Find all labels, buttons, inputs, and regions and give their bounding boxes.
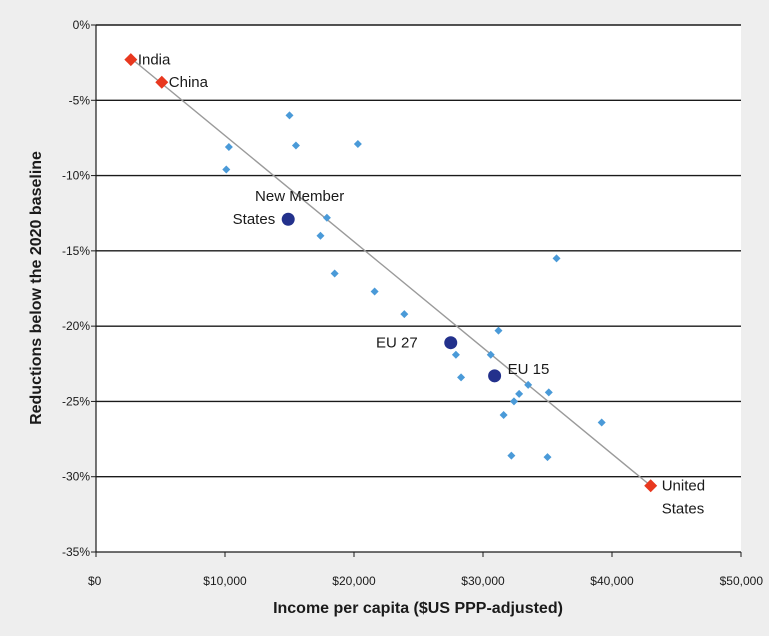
data-point: [316, 231, 325, 240]
data-point: [285, 111, 294, 120]
data-point: [353, 139, 362, 148]
data-point: [494, 326, 503, 335]
point-labels: New Member States EU 27 EU 15 India China Unit…: [138, 52, 705, 518]
gridlines: [96, 24, 741, 478]
trend-line-layer: [130, 57, 652, 487]
aggregate-point: [444, 336, 458, 350]
x-tick-label: $0: [88, 574, 102, 588]
point-label: EU 15: [508, 361, 550, 378]
data-point: [507, 451, 516, 460]
x-tick-label: $10,000: [203, 574, 247, 588]
highlighted-point: [155, 75, 169, 89]
x-tick-label: $20,000: [332, 574, 376, 588]
data-point: [224, 142, 233, 151]
data-point: [509, 397, 518, 406]
data-point: [597, 418, 606, 427]
data-point: [222, 165, 231, 174]
y-tick-label: -5%: [69, 93, 91, 107]
data-point: [543, 453, 552, 462]
data-point: [486, 350, 495, 359]
x-tick-label: $50,000: [720, 574, 764, 588]
y-tick-label: -15%: [62, 244, 90, 258]
data-point: [330, 269, 339, 278]
data-point: [400, 310, 409, 319]
data-point: [370, 287, 379, 296]
x-tick-label: $30,000: [461, 574, 505, 588]
data-point: [322, 213, 331, 222]
plot-area: [96, 25, 741, 552]
aggregate-point: [281, 212, 295, 226]
data-point: [451, 350, 460, 359]
x-axis-title: Income per capita ($US PPP-adjusted): [273, 600, 563, 617]
data-point: [552, 254, 561, 263]
axes: 0% -5% -10% -15% -20% -25% -30% -35% $0 $10,000 $2…: [62, 18, 763, 588]
data-points: [124, 53, 658, 493]
y-tick-label: -25%: [62, 394, 90, 408]
data-point: [499, 410, 508, 419]
y-tick-label: -30%: [62, 470, 90, 484]
data-point: [457, 373, 466, 382]
y-tick-label: 0%: [73, 18, 91, 32]
point-label: United States: [662, 478, 705, 518]
y-tick-label: -10%: [62, 169, 90, 183]
x-tick-label: $40,000: [590, 574, 634, 588]
point-label: EU 27: [376, 335, 418, 352]
y-tick-label: -35%: [62, 545, 90, 559]
data-point: [515, 389, 524, 398]
data-point: [291, 141, 300, 150]
point-label: India: [138, 52, 171, 69]
highlighted-point: [644, 479, 658, 493]
point-label: China: [169, 74, 209, 91]
point-label: New Member States: [233, 188, 345, 228]
aggregate-point: [488, 369, 502, 383]
trend-line: [130, 57, 652, 487]
data-point: [524, 380, 533, 389]
y-tick-label: -20%: [62, 319, 90, 333]
y-axis-title: Reductions below the 2020 baseline: [28, 151, 45, 425]
data-point: [544, 388, 553, 397]
highlighted-point: [124, 53, 138, 67]
